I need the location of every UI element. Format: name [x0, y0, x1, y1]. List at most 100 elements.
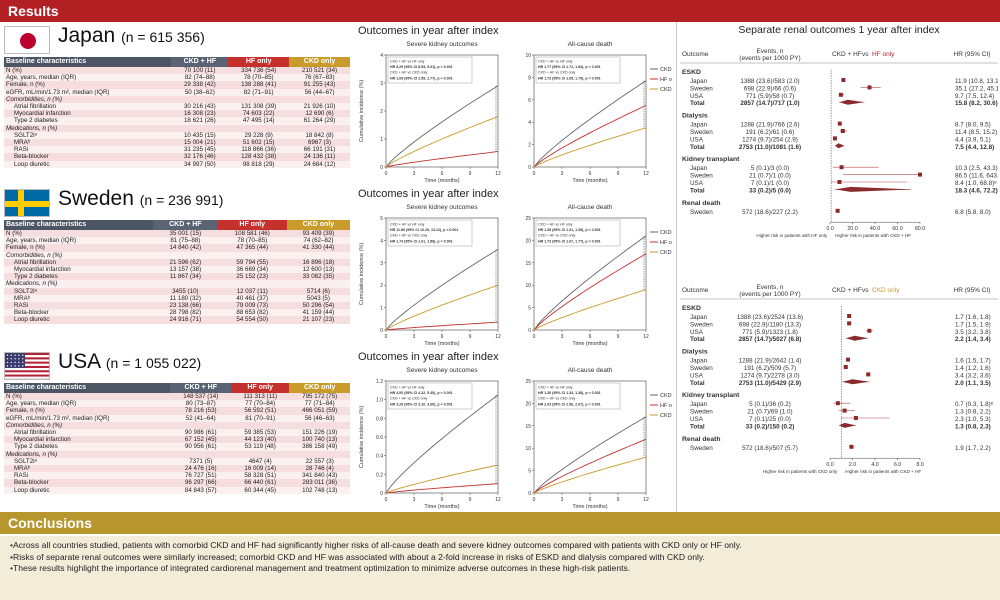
point-estimate	[840, 129, 845, 133]
hr-text: HR 4.00 (95% CI 4.22, 5.40), p < 0.001	[390, 391, 453, 395]
table-row: Myocardial infarction 67 152 (45) 44 123 (…	[4, 436, 350, 444]
table-cell: 131 308 (39)	[228, 103, 290, 111]
table-cell: 66 440 (61)	[231, 479, 290, 487]
japan-flag-icon	[5, 27, 49, 53]
x-tick-label: 4.0	[871, 462, 878, 468]
y-tick-label: 25	[525, 216, 531, 222]
y-tick-label: 6	[528, 98, 531, 104]
point-estimate	[866, 372, 871, 377]
table-cell: 148 537 (14)	[170, 393, 232, 401]
table-cell: 21 926 (10)	[289, 103, 350, 111]
row-label: Total	[690, 144, 705, 151]
table-cell: 108 581 (46)	[217, 230, 287, 238]
hr-text: CKD + HF vs CKD only	[390, 71, 427, 75]
table-cell	[286, 251, 350, 259]
table-cell: 16 308 (23)	[171, 110, 229, 118]
table-header: CKD only	[286, 220, 350, 230]
country-label: USA	[58, 350, 106, 373]
x-tick-label: 3	[413, 334, 416, 340]
table-cell: 76 (67–83)	[289, 74, 350, 82]
total-diamond	[842, 379, 870, 385]
row-label: Sweden	[690, 173, 713, 180]
table-cell: 795 172 (75)	[289, 393, 350, 401]
x-axis-label: Time (months)	[424, 178, 459, 184]
hr-frame	[387, 219, 473, 247]
table-row: Comorbidities, n (%)	[4, 251, 350, 259]
row-hr: 9.7 (7.5, 12.4)	[955, 93, 994, 100]
table-row: SGLT2iᵃ 7371 (5) 4647 (4) 22 557 (3)	[4, 457, 350, 466]
table-cell: 50 296 (54)	[286, 302, 350, 310]
table-cell: 24 136 (11)	[289, 153, 350, 161]
table-row: Type 2 diabetes 90 956 (61) 53 119 (48) 386…	[4, 443, 350, 451]
point-estimate	[853, 416, 858, 420]
table-cell: 21 107 (23)	[286, 316, 350, 324]
table-cell: 24 684 (12)	[289, 160, 350, 168]
y-tick-label: 2	[380, 109, 383, 115]
table-cell: Beta-blocker	[4, 309, 154, 317]
row-events: 33 (0.2)/5 (0.0)	[749, 187, 791, 194]
row-hr: 2.2 (1.4, 3.4)	[955, 336, 991, 343]
x-tick-label: 6	[441, 334, 444, 340]
favours-right: Higher risk in patients with CKD + HF	[835, 233, 911, 238]
table-cell: 23 138 (66)	[153, 302, 218, 310]
y-tick-label: 1.0	[376, 398, 383, 404]
legend-label: CKD only	[660, 413, 672, 419]
table-cell: 74 603 (22)	[228, 110, 290, 118]
y-tick-label: 15	[525, 424, 531, 430]
hr-text: HR 1.72 (95% CI 1.65, 1.79), p < 0.001	[538, 76, 601, 80]
baseline-table: Baseline characteristics CKD + HF HF only C…	[4, 220, 350, 324]
table-cell: 32 176 (46)	[171, 153, 229, 161]
panel-title: All-cause death	[568, 204, 613, 211]
hr-text: CKD + HF vs CKD only	[538, 397, 575, 401]
x-axis-label: Time (months)	[572, 341, 607, 347]
series-line	[533, 289, 647, 331]
point-estimate	[918, 172, 922, 177]
table-cell: 12 690 (6)	[289, 110, 350, 118]
conclusions-header: Conclusions	[0, 512, 1000, 534]
row-hr: 2.0 (1.1, 3.5)	[955, 380, 991, 387]
table-cell: 466 051 (59)	[289, 407, 350, 415]
table-cell: 78 (70–85)	[217, 237, 287, 245]
flag-star	[14, 365, 16, 367]
hr-text: CKD + HF vs HF only	[390, 60, 425, 64]
total-diamond	[839, 99, 865, 105]
table-cell: Age, years, median (IQR)	[4, 237, 154, 245]
table-cell: 14 840 (42)	[153, 244, 218, 252]
table-cell: Myocardial infarction	[4, 436, 171, 444]
table-cell: 128 432 (38)	[228, 153, 290, 161]
hr-text: CKD + HF vs HF only	[390, 386, 425, 390]
table-cell	[170, 421, 232, 430]
point-estimate	[846, 357, 850, 362]
table-cell: Medications, n (%)	[4, 124, 172, 132]
table-cell: 13 157 (38)	[153, 266, 218, 274]
row-label: Total	[690, 187, 705, 194]
table-row: SGLT2iᵃ 3455 (10) 12 037 (11) 5714 (6)	[4, 287, 350, 295]
results-header: Results	[0, 0, 1000, 22]
table-header: Baseline characteristics	[4, 383, 171, 393]
group-label: ESKD	[682, 305, 701, 312]
table-cell: 3455 (10)	[153, 287, 218, 295]
y-tick-label: 2	[528, 143, 531, 149]
table-cell: 25 152 (23)	[217, 273, 287, 281]
y-tick-label: 0.4	[376, 454, 383, 460]
x-tick-label: 9	[617, 497, 620, 503]
y-tick-label: 4	[380, 238, 383, 244]
outcomes-title: Outcomes in year after index	[358, 351, 499, 363]
table-cell: 74 (62–82)	[286, 237, 350, 245]
table-row: N (%) 35 001 (15) 108 581 (46) 93 409 (39)	[4, 230, 350, 238]
country-section-sweden: Sweden (n = 236 991) Baseline characteris…	[4, 187, 686, 349]
row-events: 7 (0.1)/25 (0.0)	[749, 416, 791, 423]
table-cell: 41 159 (44)	[286, 309, 350, 317]
x-tick-label: 9	[469, 334, 472, 340]
country-label: Japan	[58, 24, 122, 47]
x-axis-label: Time (months)	[424, 504, 459, 510]
row-events: 1388 (23.6)/583 (2.0)	[740, 78, 799, 85]
x-tick-label: 0	[533, 497, 536, 503]
x-axis-label: Time (months)	[572, 504, 607, 510]
x-tick-label: 12	[643, 171, 649, 177]
table-cell: 31 235 (45)	[171, 146, 229, 154]
row-label: USA	[690, 416, 704, 423]
table-cell: 22 557 (3)	[289, 457, 350, 466]
